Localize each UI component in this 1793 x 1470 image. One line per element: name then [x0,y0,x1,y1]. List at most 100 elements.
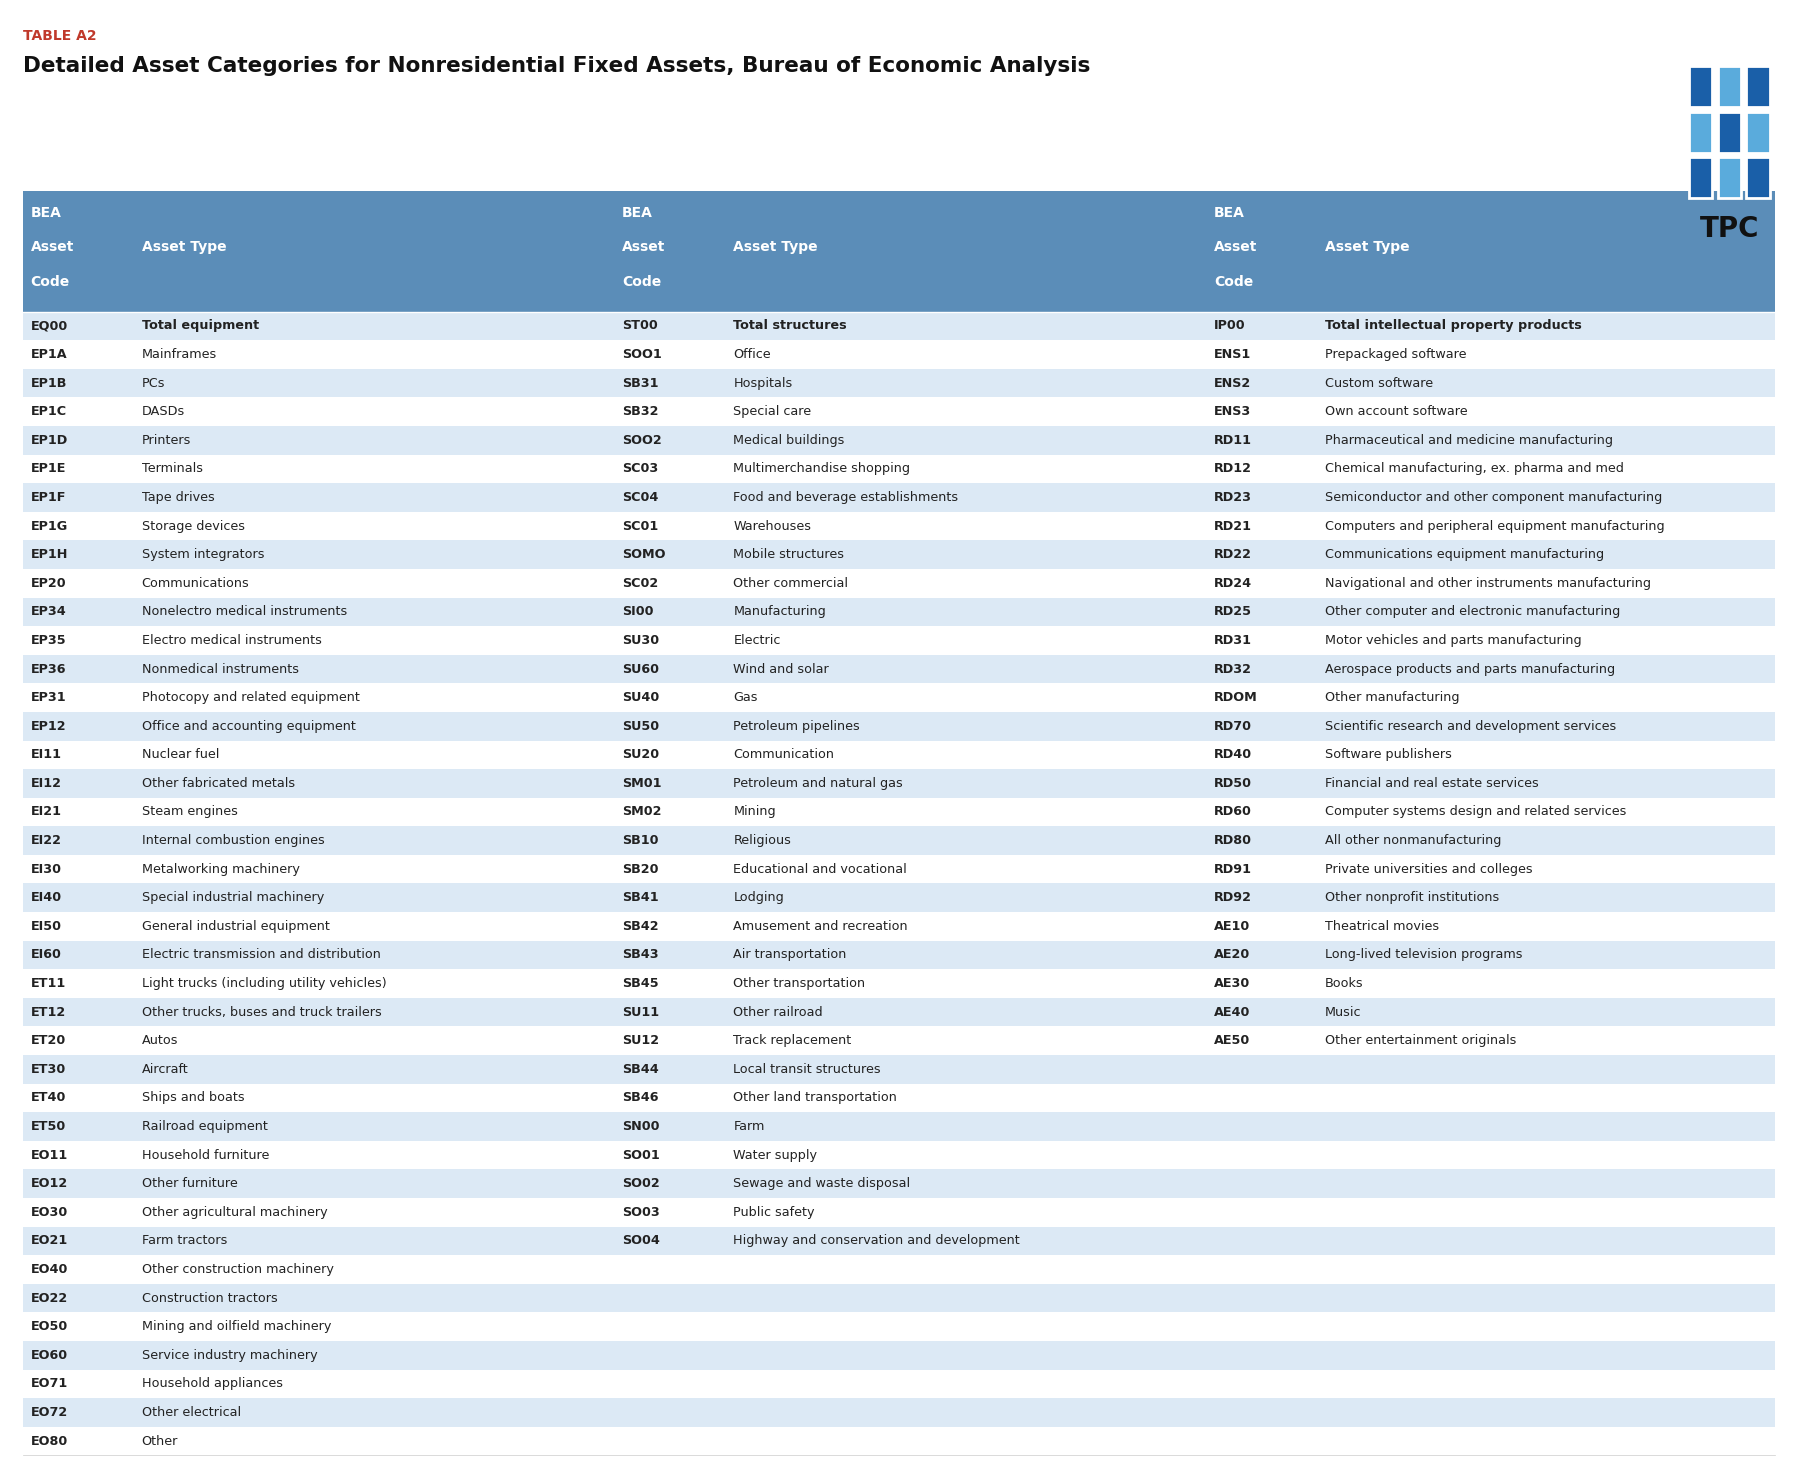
FancyBboxPatch shape [23,1198,1775,1226]
FancyBboxPatch shape [23,1255,1775,1283]
Text: Private universities and colleges: Private universities and colleges [1325,863,1533,876]
Text: RD25: RD25 [1214,606,1252,619]
Text: Theatrical movies: Theatrical movies [1325,920,1440,933]
Text: Total structures: Total structures [733,319,846,332]
Text: Other railroad: Other railroad [733,1005,823,1019]
Text: Warehouses: Warehouses [733,519,812,532]
Text: EI21: EI21 [30,806,61,819]
FancyBboxPatch shape [23,826,1775,856]
Text: SI00: SI00 [622,606,654,619]
Text: Light trucks (including utility vehicles): Light trucks (including utility vehicles… [142,978,385,989]
Text: Steam engines: Steam engines [142,806,237,819]
Text: General industrial equipment: General industrial equipment [142,920,330,933]
Text: SOMO: SOMO [622,548,665,562]
Text: Lodging: Lodging [733,891,784,904]
Text: Educational and vocational: Educational and vocational [733,863,907,876]
Text: Track replacement: Track replacement [733,1035,852,1047]
Text: SU11: SU11 [622,1005,660,1019]
Text: EP1H: EP1H [30,548,68,562]
FancyBboxPatch shape [23,798,1775,826]
Text: Sewage and waste disposal: Sewage and waste disposal [733,1177,911,1191]
Text: EI30: EI30 [30,863,61,876]
Text: Internal combustion engines: Internal combustion engines [142,833,325,847]
Text: Household furniture: Household furniture [142,1148,269,1161]
Text: Asset Type: Asset Type [733,240,818,254]
Text: SB10: SB10 [622,833,658,847]
Text: EO40: EO40 [30,1263,68,1276]
Text: Asset: Asset [1214,240,1257,254]
FancyBboxPatch shape [23,1226,1775,1255]
Text: SU20: SU20 [622,748,660,761]
Text: Manufacturing: Manufacturing [733,606,827,619]
FancyBboxPatch shape [1718,112,1741,153]
FancyBboxPatch shape [1746,157,1770,198]
Text: Computer systems design and related services: Computer systems design and related serv… [1325,806,1626,819]
FancyBboxPatch shape [1746,112,1770,153]
FancyBboxPatch shape [23,998,1775,1026]
FancyBboxPatch shape [23,626,1775,654]
Text: EO50: EO50 [30,1320,68,1333]
Text: AE10: AE10 [1214,920,1250,933]
Text: BEA: BEA [1214,206,1244,220]
Text: Other electrical: Other electrical [142,1405,240,1419]
Text: RD23: RD23 [1214,491,1252,504]
FancyBboxPatch shape [23,597,1775,626]
Text: Electric: Electric [733,634,780,647]
Text: Service industry machinery: Service industry machinery [142,1349,317,1361]
FancyBboxPatch shape [23,340,1775,369]
Text: TABLE A2: TABLE A2 [23,29,97,44]
Text: Electric transmission and distribution: Electric transmission and distribution [142,948,380,961]
Text: RDOM: RDOM [1214,691,1257,704]
Text: Asset: Asset [622,240,665,254]
FancyBboxPatch shape [23,1313,1775,1341]
Text: Aerospace products and parts manufacturing: Aerospace products and parts manufacturi… [1325,663,1615,676]
Text: Financial and real estate services: Financial and real estate services [1325,778,1538,789]
Text: EP1F: EP1F [30,491,66,504]
FancyBboxPatch shape [23,569,1775,597]
FancyBboxPatch shape [23,711,1775,741]
Text: EP1G: EP1G [30,519,68,532]
Text: SB44: SB44 [622,1063,658,1076]
Text: Total intellectual property products: Total intellectual property products [1325,319,1581,332]
FancyBboxPatch shape [23,454,1775,484]
Text: EO12: EO12 [30,1177,68,1191]
Text: Books: Books [1325,978,1364,989]
Text: SB43: SB43 [622,948,658,961]
Text: Other computer and electronic manufacturing: Other computer and electronic manufactur… [1325,606,1621,619]
Text: Mobile structures: Mobile structures [733,548,845,562]
Text: Autos: Autos [142,1035,178,1047]
Text: Prepackaged software: Prepackaged software [1325,348,1467,362]
Text: System integrators: System integrators [142,548,264,562]
Text: Other entertainment originals: Other entertainment originals [1325,1035,1517,1047]
Text: Nonelectro medical instruments: Nonelectro medical instruments [142,606,346,619]
Text: Wind and solar: Wind and solar [733,663,828,676]
Text: SU50: SU50 [622,720,660,732]
Text: SU30: SU30 [622,634,660,647]
Text: Asset: Asset [30,240,74,254]
Text: EI60: EI60 [30,948,61,961]
Text: SB31: SB31 [622,376,658,390]
Text: ET20: ET20 [30,1035,66,1047]
Text: EP34: EP34 [30,606,66,619]
Text: Other trucks, buses and truck trailers: Other trucks, buses and truck trailers [142,1005,382,1019]
FancyBboxPatch shape [23,769,1775,798]
Text: EO22: EO22 [30,1292,68,1304]
Text: Office and accounting equipment: Office and accounting equipment [142,720,355,732]
Text: Communications: Communications [142,576,249,589]
Text: Nuclear fuel: Nuclear fuel [142,748,219,761]
Text: SB20: SB20 [622,863,658,876]
Text: ET12: ET12 [30,1005,66,1019]
Text: Public safety: Public safety [733,1205,814,1219]
Text: Other: Other [142,1435,178,1448]
Text: Religious: Religious [733,833,791,847]
Text: EO30: EO30 [30,1205,68,1219]
Text: Software publishers: Software publishers [1325,748,1452,761]
Text: RD80: RD80 [1214,833,1252,847]
FancyBboxPatch shape [1746,66,1770,107]
Text: SO04: SO04 [622,1235,660,1248]
Text: RD60: RD60 [1214,806,1252,819]
Text: Music: Music [1325,1005,1361,1019]
Text: Water supply: Water supply [733,1148,818,1161]
FancyBboxPatch shape [23,1170,1775,1198]
FancyBboxPatch shape [23,1283,1775,1313]
